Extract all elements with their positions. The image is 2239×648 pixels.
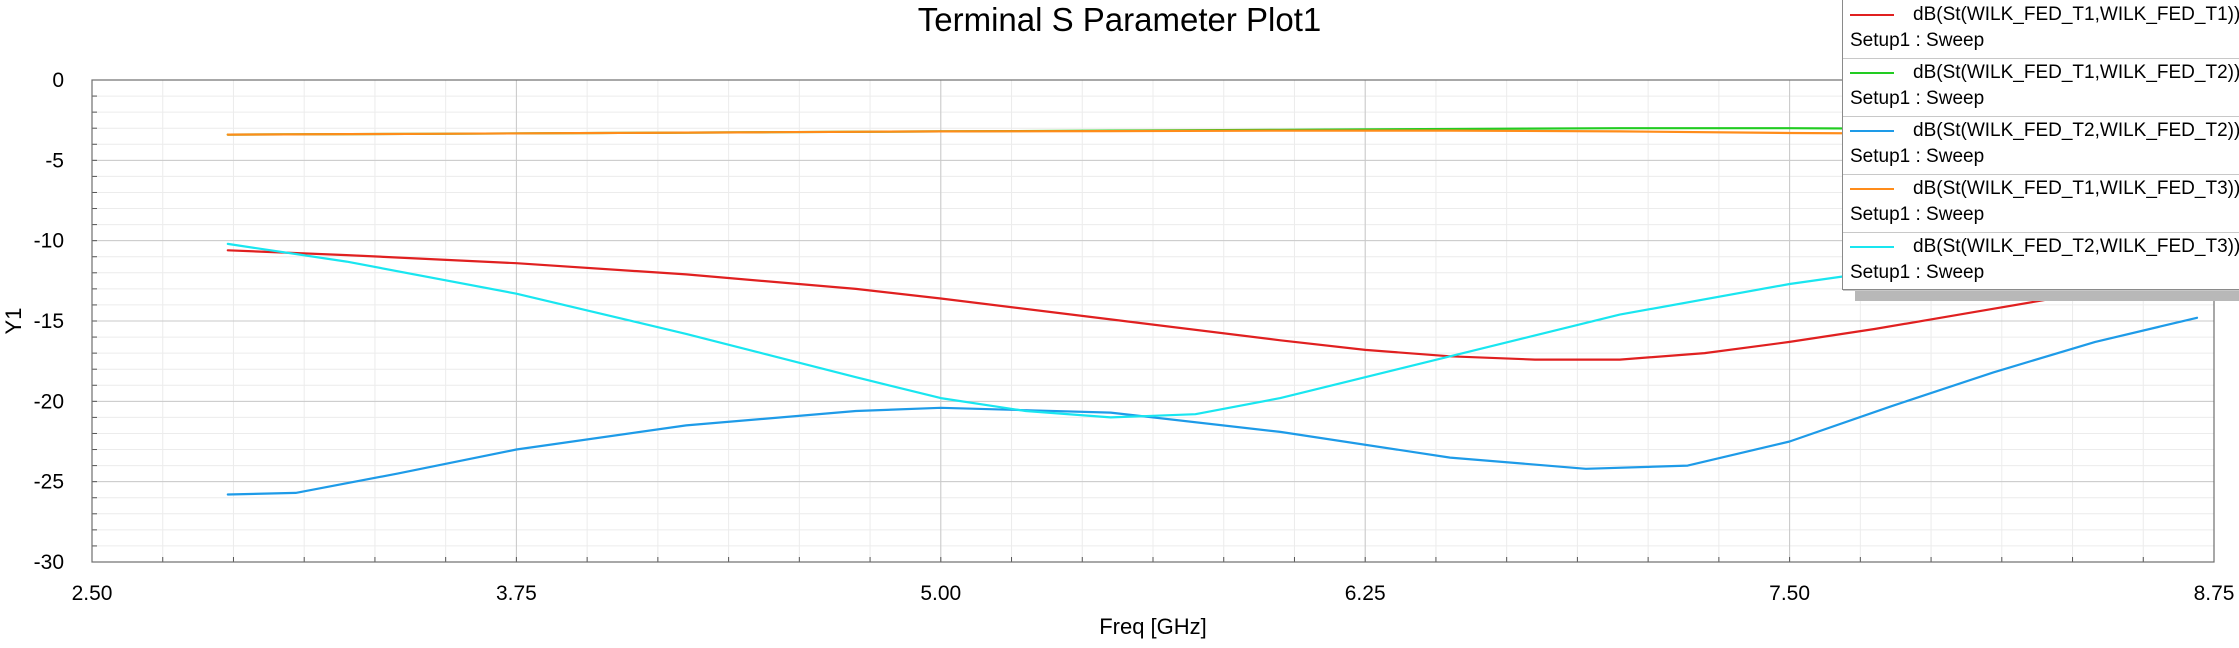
series-line-5 — [226, 242, 1961, 419]
legend-series-name: dB(St(WILK_FED_T1,WILK_FED_T2)) — [1913, 62, 2239, 83]
legend-series-name: dB(St(WILK_FED_T2,WILK_FED_T2)) — [1913, 120, 2239, 141]
series-line-3 — [226, 316, 2199, 496]
legend-entry: dB(St(WILK_FED_T2,WILK_FED_T3)) Setup1 : … — [1843, 232, 2239, 291]
chart-title: Terminal S Parameter Plot1 — [917, 1, 1322, 38]
x-tick-label: 3.75 — [496, 582, 537, 605]
x-axis-label: Freq [GHz] — [1099, 614, 1207, 639]
series-line-4 — [226, 129, 1961, 136]
legend-setup-label: Setup1 : Sweep — [1850, 88, 1985, 109]
y-axis-label: Y1 — [1, 308, 26, 335]
legend-series-name: dB(St(WILK_FED_T1,WILK_FED_T3)) — [1913, 178, 2239, 199]
legend-setup-label: Setup1 : Sweep — [1850, 204, 1985, 225]
plot-frame — [91, 79, 2215, 563]
x-tick-label: 7.50 — [1769, 582, 1810, 605]
y-tick-label: -5 — [45, 149, 64, 172]
y-tick-label: -10 — [34, 230, 64, 253]
y-tick-label: -30 — [34, 551, 64, 574]
legend-entry: dB(St(WILK_FED_T1,WILK_FED_T1)) Setup1 : … — [1843, 0, 2239, 59]
legend-setup-label: Setup1 : Sweep — [1850, 146, 1985, 167]
legend-entry: dB(St(WILK_FED_T2,WILK_FED_T2)) Setup1 : … — [1843, 116, 2239, 175]
y-tick-label: -20 — [34, 390, 64, 413]
x-tick-label: 8.75 — [2194, 582, 2235, 605]
legend-shadow — [1855, 289, 2239, 301]
legend-series-name: dB(St(WILK_FED_T2,WILK_FED_T3)) — [1913, 236, 2239, 257]
legend-swatch — [1850, 14, 1894, 16]
legend-entry: dB(St(WILK_FED_T1,WILK_FED_T3)) Setup1 : … — [1843, 174, 2239, 233]
x-tick-label: 2.50 — [72, 582, 113, 605]
legend: dB(St(WILK_FED_T1,WILK_FED_T1)) Setup1 : … — [1842, 0, 2239, 291]
legend-series-name: dB(St(WILK_FED_T1,WILK_FED_T1)) — [1913, 4, 2239, 25]
legend-swatch — [1850, 130, 1894, 132]
x-tick-label: 6.25 — [1345, 582, 1386, 605]
x-tick-label: 5.00 — [920, 582, 961, 605]
legend-swatch — [1850, 246, 1894, 248]
legend-setup-label: Setup1 : Sweep — [1850, 30, 1985, 51]
legend-swatch — [1850, 72, 1894, 74]
y-tick-label: 0 — [52, 69, 64, 92]
y-tick-label: -15 — [34, 310, 64, 333]
legend-entry: dB(St(WILK_FED_T1,WILK_FED_T2)) Setup1 : … — [1843, 58, 2239, 117]
legend-setup-label: Setup1 : Sweep — [1850, 262, 1985, 283]
y-tick-label: -25 — [34, 471, 64, 494]
legend-swatch — [1850, 188, 1894, 190]
